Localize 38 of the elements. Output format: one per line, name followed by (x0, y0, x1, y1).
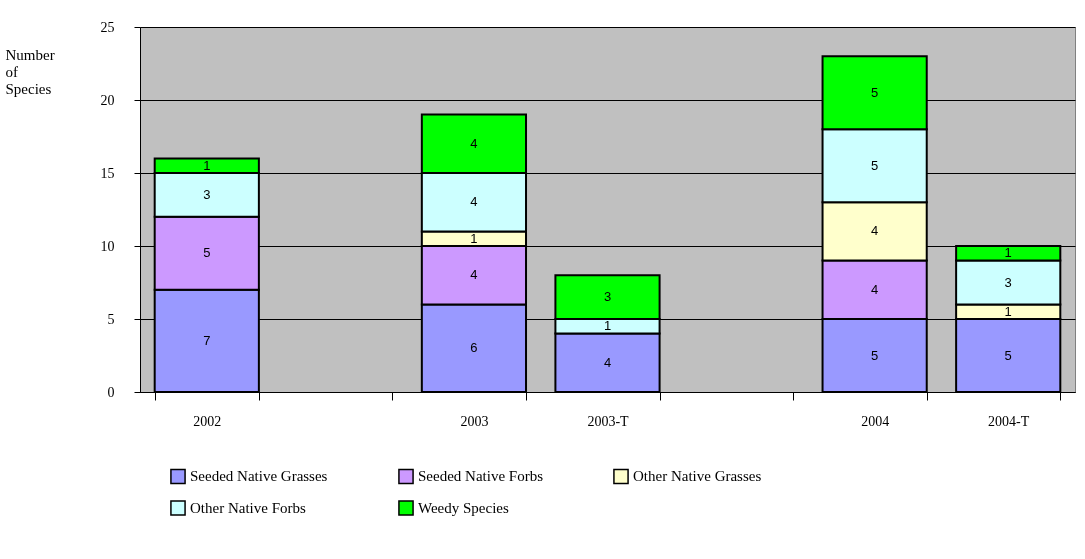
y-tick-label: 10 (100, 238, 115, 254)
data-label: 4 (871, 223, 879, 239)
data-label: 1 (1004, 303, 1012, 319)
data-label: 5 (871, 347, 879, 363)
x-tick-label: 2004 (861, 413, 890, 429)
data-label: 5 (871, 157, 879, 173)
y-tick-label: 15 (100, 165, 115, 181)
y-tick-label: 20 (100, 92, 115, 108)
data-label: 4 (470, 267, 478, 283)
legend-label: Seeded Native Forbs (418, 468, 544, 485)
data-label: 1 (470, 230, 478, 246)
data-label: 5 (203, 245, 211, 261)
y-tick-label: 0 (107, 384, 115, 400)
data-label: 3 (603, 289, 612, 305)
y-tick-label: 25 (100, 19, 115, 35)
x-tick-label: 2004-T (988, 413, 1030, 429)
y-axis-title: Number of Species (5, 46, 55, 97)
legend-label: Other Native Grasses (633, 468, 762, 485)
legend-label: Weedy Species (418, 500, 509, 516)
y-tick-label: 5 (107, 311, 115, 327)
x-tick-label: 2003 (460, 413, 489, 429)
data-label: 3 (1004, 274, 1012, 290)
data-label: 1 (203, 157, 211, 173)
legend-label: Other Native Forbs (190, 500, 306, 516)
data-label: 7 (203, 332, 211, 348)
data-label: 4 (603, 354, 612, 370)
data-label: 5 (871, 84, 879, 100)
legend-label: Seeded Native Grasses (190, 468, 328, 485)
x-tick-label: 2002 (193, 413, 222, 429)
data-label: 1 (603, 318, 612, 334)
data-label: 5 (1004, 347, 1012, 363)
data-label: 1 (1004, 245, 1012, 261)
data-label: 4 (871, 281, 879, 297)
x-tick-label: 2003-T (587, 413, 630, 429)
data-label: 4 (470, 194, 478, 210)
data-label: 4 (470, 135, 478, 151)
data-label: 6 (470, 340, 478, 356)
data-label: 3 (203, 186, 211, 202)
